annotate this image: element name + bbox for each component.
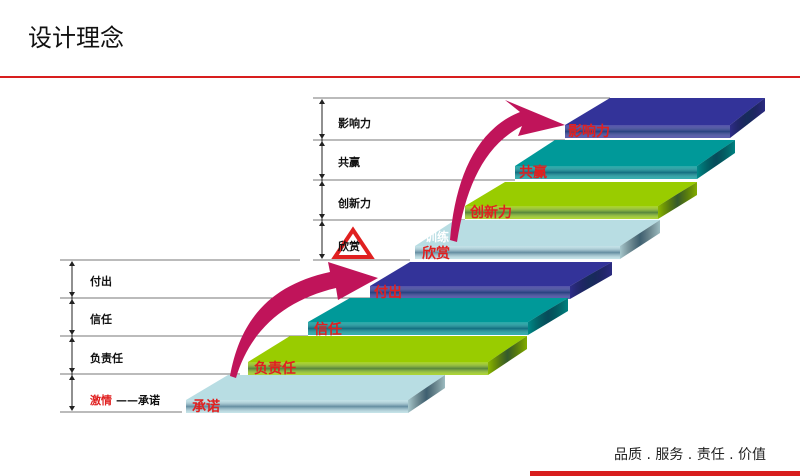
label-passion: 激情 xyxy=(90,393,112,407)
step-trust-top xyxy=(308,298,568,322)
step-label-trust: 信任 xyxy=(314,321,342,338)
step-responsibility xyxy=(248,336,527,375)
step-label-influence: 影响力 xyxy=(568,123,610,140)
step-pay xyxy=(370,262,612,299)
step-trust xyxy=(308,298,568,335)
tick-arrows xyxy=(69,99,325,411)
step-promise-top xyxy=(186,375,445,400)
lower-guides xyxy=(60,259,370,413)
step-innovation-top xyxy=(465,182,697,206)
step-label-innovation: 创新力 xyxy=(469,204,512,221)
footer-bar xyxy=(530,471,800,476)
step-win-win xyxy=(515,140,735,179)
step-promise xyxy=(186,375,445,413)
step-influence-top xyxy=(565,98,765,125)
overlay-training: 训练 xyxy=(425,229,449,244)
label-win-win: 共赢 xyxy=(338,155,360,169)
step-pay-top xyxy=(370,262,612,286)
step-influence xyxy=(565,98,765,138)
step-label-responsibility: 负责任 xyxy=(254,360,296,377)
upper-guides xyxy=(313,97,610,261)
step-label-promise: 承诺 xyxy=(192,398,220,415)
label-responsibility: 负责任 xyxy=(90,351,123,365)
label-appreciate: 欣赏 xyxy=(338,239,360,253)
step-innovation xyxy=(465,182,697,219)
curved-arrow-icon xyxy=(230,100,565,378)
page-title: 设计理念 xyxy=(28,24,124,52)
label-innovation: 创新力 xyxy=(337,196,371,210)
label-promise: ——承诺 xyxy=(116,393,160,407)
label-trust: 信任 xyxy=(90,312,112,326)
step-label-pay: 付出 xyxy=(374,284,402,301)
step-label-appreciate: 欣赏 xyxy=(422,245,450,262)
step-label-win-win: 共赢 xyxy=(519,164,547,181)
label-pay: 付出 xyxy=(90,274,112,288)
step-responsibility-top xyxy=(248,336,527,362)
title-divider xyxy=(0,76,800,78)
footer-slogan: 品质 . 服务 . 责任 . 价值 xyxy=(614,447,767,463)
warning-triangle-icon xyxy=(331,226,375,259)
step-win-win-top xyxy=(515,140,735,166)
label-influence: 影响力 xyxy=(338,116,371,130)
step-appreciate xyxy=(415,220,660,259)
step-appreciate-top xyxy=(415,220,660,246)
